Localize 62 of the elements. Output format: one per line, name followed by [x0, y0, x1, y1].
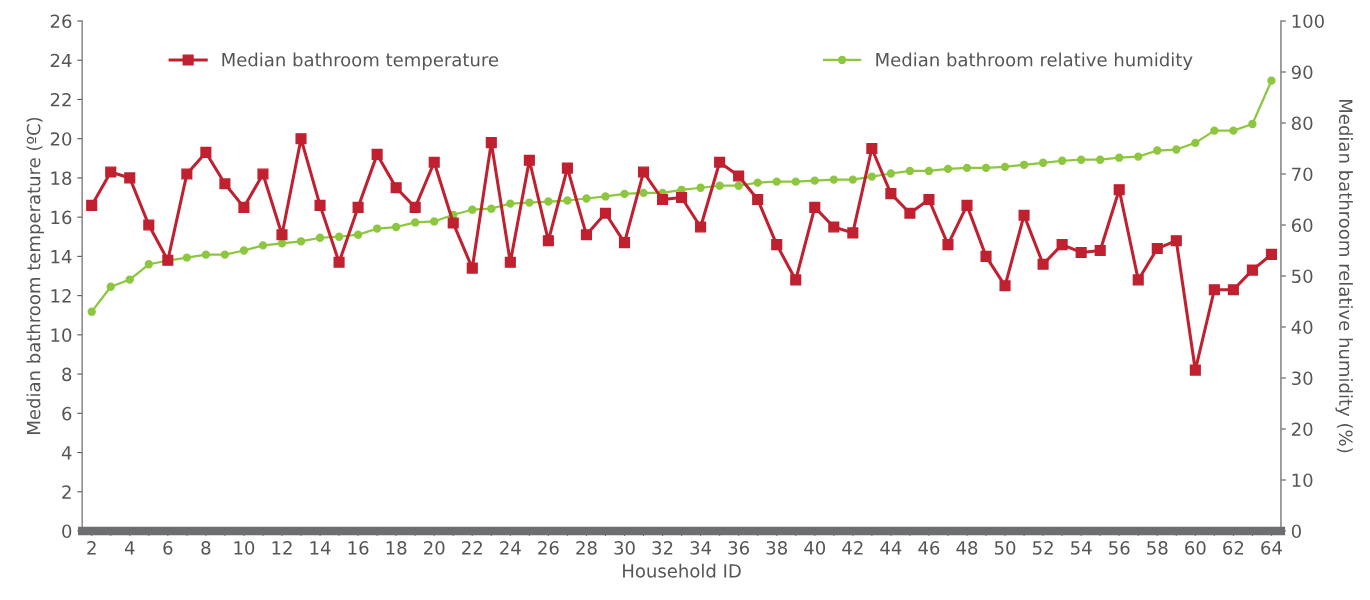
x-tick-label: 56 [1109, 541, 1130, 555]
x-axis-title: Household ID [623, 563, 741, 578]
x-tick-label: 62 [1223, 541, 1244, 555]
y-tick-label: 12 [51, 289, 71, 303]
x-tick-label: 32 [652, 541, 673, 555]
x-tick-label: 20 [424, 541, 445, 555]
y-tick-label: 20 [50, 132, 72, 146]
x-tick-label: 42 [842, 541, 863, 555]
y-tick-label: 16 [51, 210, 72, 225]
x-tick-label: 26 [538, 541, 559, 555]
x-tick-label: 10 [234, 541, 255, 555]
y2-tick-label: 60 [1291, 218, 1313, 233]
y2-tick-label: 90 [1291, 65, 1313, 80]
y2-tick-label: 40 [1291, 320, 1313, 335]
y-tick-label: 22 [50, 92, 71, 107]
x-tick-label: 54 [1071, 541, 1092, 555]
x-tick-label: 46 [918, 541, 940, 555]
x-tick-label: 50 [994, 541, 1016, 555]
y-tick-label: 10 [51, 328, 72, 342]
y-tick-label: 14 [51, 250, 72, 264]
y-tick-label: 8 [62, 367, 72, 382]
x-tick-label: 8 [201, 541, 211, 555]
y-tick-label: 18 [51, 171, 72, 186]
x-tick-label: 36 [728, 541, 750, 555]
x-tick-label: 48 [956, 541, 978, 555]
x-tick-label: 40 [804, 541, 826, 555]
x-tick-label: 24 [500, 541, 521, 555]
x-tick-label: 34 [690, 541, 712, 555]
y2-tick-label: 0 [1291, 524, 1301, 539]
y2-tick-label: 50 [1292, 269, 1313, 284]
y-tick-label: 2 [62, 485, 71, 499]
x-tick-label: 44 [880, 541, 902, 555]
x-tick-label: 60 [1185, 541, 1206, 555]
y2-axis-title: Median bathroom relative humidity (%) [1335, 100, 1353, 453]
y2-tick-label: 20 [1292, 422, 1313, 437]
y2-tick-label: 70 [1292, 167, 1313, 182]
x-tick-label: 22 [462, 541, 482, 555]
x-tick-label: 14 [310, 541, 331, 555]
y-tick-label: 24 [50, 53, 72, 68]
x-tick-label: 4 [124, 541, 135, 555]
legend-label: Median bathroom temperature [222, 52, 499, 71]
y2-tick-label: 10 [1292, 473, 1313, 488]
x-tick-label: 30 [614, 541, 635, 555]
y-tick-label: 0 [62, 524, 72, 539]
x-tick-label: 2 [87, 541, 96, 555]
y2-tick-label: 80 [1291, 116, 1313, 131]
y-tick-label: 4 [61, 446, 72, 460]
y-tick-label: 6 [62, 406, 72, 421]
legend-label: Median bathroom relative humidity [876, 52, 1193, 71]
x-tick-label: 58 [1147, 541, 1168, 555]
x-tick-label: 52 [1033, 541, 1053, 555]
x-tick-label: 64 [1261, 541, 1282, 555]
x-tick-label: 28 [576, 541, 597, 555]
y-tick-label: 26 [50, 14, 72, 29]
x-tick-label: 6 [163, 541, 173, 555]
x-tick-label: 16 [348, 541, 369, 555]
y2-tick-label: 100 [1292, 14, 1324, 29]
x-tick-label: 18 [386, 541, 407, 555]
x-tick-label: 12 [272, 541, 292, 555]
y-axis-title: Median bathroom temperature (ºC) [26, 117, 44, 434]
y2-tick-label: 30 [1292, 371, 1313, 386]
x-tick-label: 38 [766, 541, 787, 555]
